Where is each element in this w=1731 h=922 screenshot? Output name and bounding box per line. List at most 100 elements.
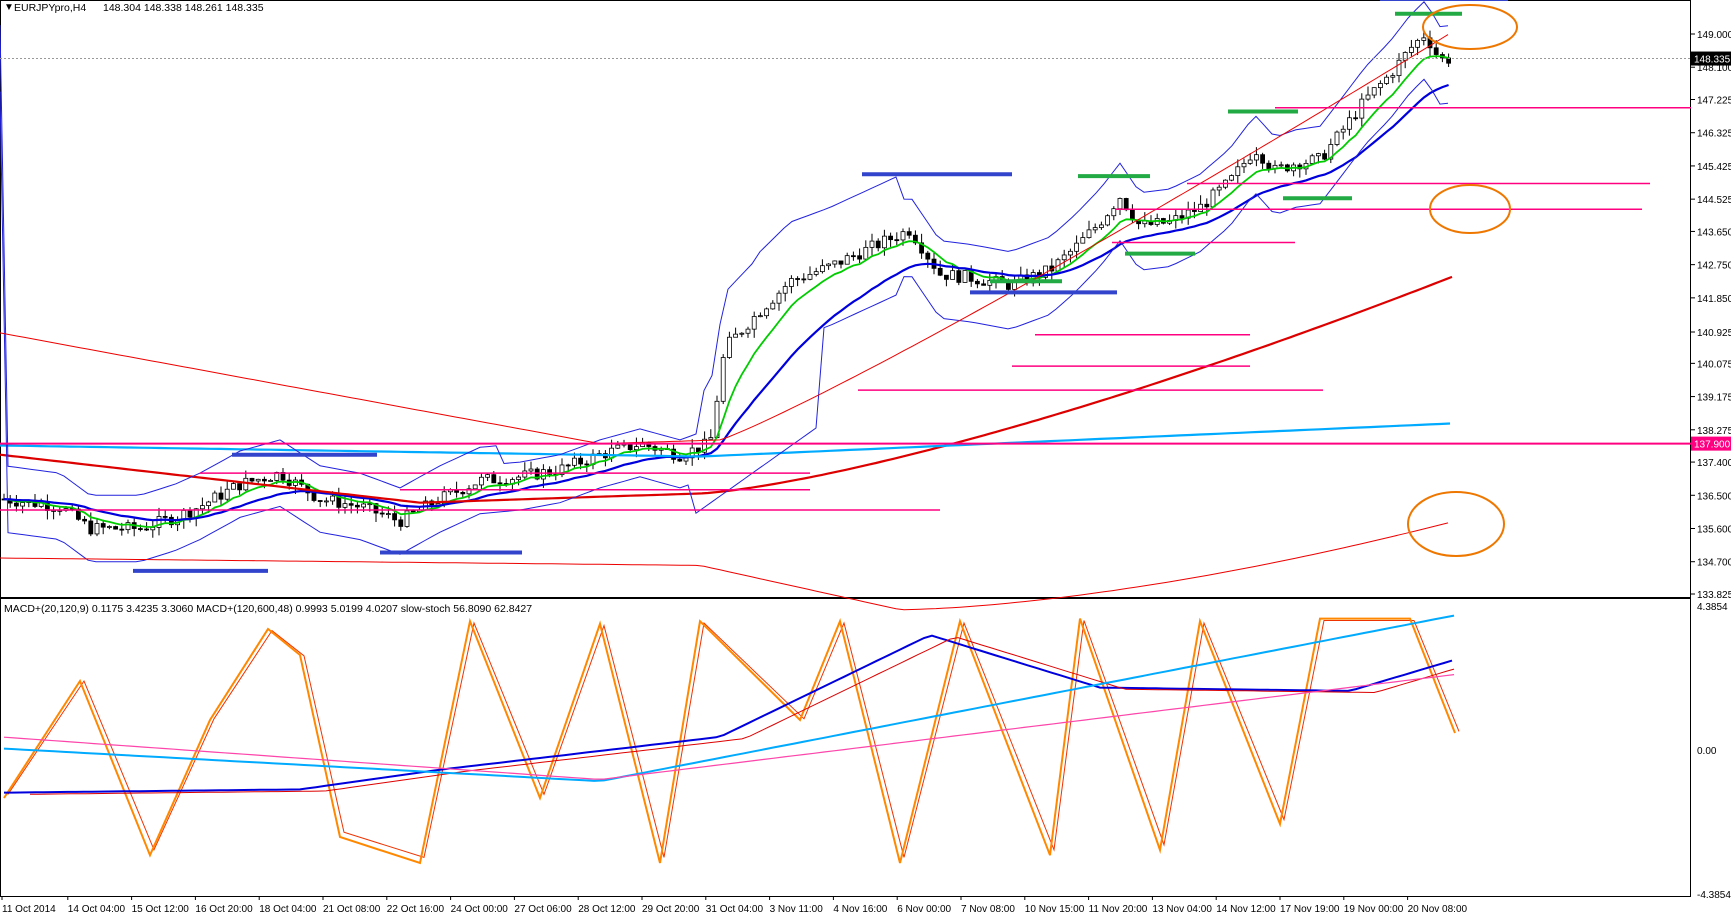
indicator-label: MACD+(20,120,9) 0.1175 3.4235 3.3060 MAC…: [4, 603, 532, 615]
candle-body: [1266, 162, 1272, 169]
price-axis-label: 139.175: [1697, 393, 1731, 404]
candle-body: [1204, 203, 1210, 208]
candle-body: [392, 513, 398, 521]
candle-body: [1402, 52, 1408, 61]
price-axis-label: 142.750: [1697, 261, 1731, 272]
macd-fast-line: [4, 634, 1453, 794]
time-axis-label: 7 Nov 08:00: [961, 904, 1015, 915]
candle-body: [572, 457, 577, 466]
envelope-lower: [0, 522, 1449, 611]
time-axis-label: 3 Nov 11:00: [770, 904, 824, 915]
candle-body: [379, 512, 385, 515]
time-axis-label: 27 Oct 06:00: [514, 904, 572, 915]
candle-body: [230, 483, 236, 490]
candle-body: [919, 242, 924, 254]
price-axis-label: 138.275: [1697, 426, 1731, 437]
time-axis-label: 21 Oct 08:00: [323, 904, 381, 915]
candle-body: [1247, 159, 1253, 164]
bollinger-upper: [0, 1, 1449, 496]
candle-body: [82, 518, 87, 522]
macd-fast-signal: [29, 637, 1455, 795]
candle-body: [937, 267, 943, 276]
candle-body: [1446, 57, 1451, 64]
time-axis-label: 17 Nov 19:00: [1280, 904, 1340, 915]
candle-body: [820, 265, 825, 273]
candle-body: [1340, 128, 1346, 133]
candle-body: [720, 357, 726, 402]
candle-body: [739, 332, 745, 335]
candle-body: [100, 523, 106, 528]
candle-body: [472, 484, 478, 490]
candle-body: [317, 500, 323, 502]
candle-body: [838, 260, 844, 265]
candle-body: [1371, 87, 1377, 96]
time-axis-label: 18 Oct 04:00: [259, 904, 317, 915]
candle-body: [1322, 153, 1327, 160]
candle-body: [212, 492, 218, 503]
bollinger-lower: [0, 78, 1449, 563]
candle-body: [348, 503, 354, 506]
candle-body: [1390, 75, 1396, 78]
candle-body: [1216, 186, 1222, 191]
candle-body: [398, 519, 404, 527]
candle-body: [534, 468, 540, 480]
time-axis-label: 4 Nov 16:00: [833, 904, 887, 915]
candle-body: [107, 526, 112, 528]
candle-body: [565, 464, 571, 467]
price-axis-label: 144.525: [1697, 195, 1731, 206]
price-axis-label: 140.075: [1697, 359, 1731, 370]
time-axis-label: 6 Nov 00:00: [897, 904, 951, 915]
candle-body: [950, 270, 955, 280]
candle-body: [882, 235, 887, 249]
candle-body: [671, 448, 676, 460]
highlight-circle: [1422, 4, 1518, 50]
time-axis-label: 22 Oct 16:00: [387, 904, 445, 915]
candle-body: [578, 457, 583, 465]
candle-body: [1347, 117, 1352, 130]
candle-body: [385, 513, 391, 515]
candle-body: [466, 488, 472, 495]
candle-body: [460, 491, 466, 495]
candle-body: [1074, 242, 1079, 252]
candle-body: [1328, 144, 1334, 160]
candle-body: [1130, 209, 1135, 221]
ma-green-line: [3, 55, 1449, 528]
candle-body: [547, 469, 552, 475]
time-axis-label: 16 Oct 20:00: [195, 904, 253, 915]
time-axis-label: 15 Oct 12:00: [132, 904, 190, 915]
candle-body: [119, 528, 125, 531]
price-axis-label: 145.425: [1697, 162, 1731, 173]
candle-body: [770, 302, 776, 310]
axes: 149.000 148.100 147.225 146.325 145.425 144.5…: [1, 30, 1731, 915]
price-axis-label: 137.400: [1697, 458, 1731, 469]
candle-body: [516, 476, 521, 480]
candle-body: [1378, 83, 1383, 89]
candle-body: [844, 255, 850, 265]
candle-body: [615, 444, 621, 449]
price-axis-label: 143.650: [1697, 227, 1731, 238]
candle-body: [813, 271, 819, 275]
candle-body: [94, 523, 100, 535]
candle-body: [342, 503, 348, 508]
candle-body: [751, 316, 757, 330]
highlight-circle: [1407, 491, 1505, 557]
candle-body: [1235, 166, 1241, 177]
stoch-main-line: [3, 617, 1456, 865]
candle-body: [758, 315, 763, 318]
candle-body: [255, 478, 261, 482]
candle-body: [702, 438, 707, 453]
time-axis-label: 29 Oct 20:00: [642, 904, 700, 915]
candle-body: [1254, 154, 1259, 161]
time-axis-label: 31 Oct 04:00: [706, 904, 764, 915]
candle-body: [485, 474, 491, 478]
candle-body: [522, 470, 528, 478]
time-axis-label: 24 Oct 00:00: [451, 904, 509, 915]
candle-body: [410, 510, 416, 513]
candle-body: [1229, 175, 1234, 181]
envelope-upper: [0, 34, 1449, 445]
price-label-text: 148.335: [1694, 55, 1731, 66]
candle-body: [1198, 203, 1203, 212]
candle-body: [237, 483, 243, 491]
